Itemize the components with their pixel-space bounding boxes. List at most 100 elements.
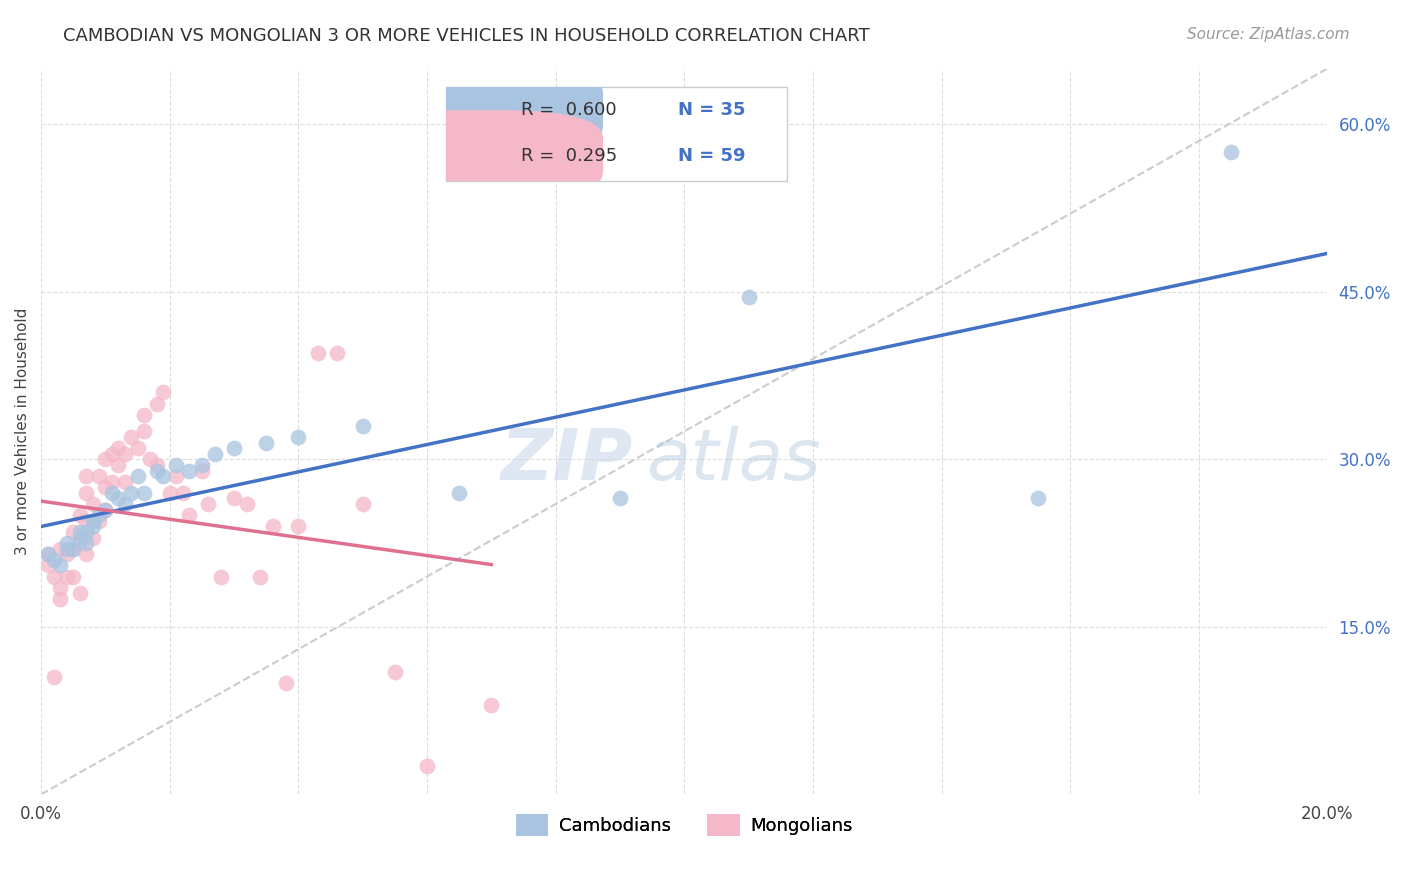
Point bbox=[120, 486, 142, 500]
Point bbox=[172, 486, 194, 500]
Point bbox=[416, 759, 439, 773]
Point bbox=[127, 441, 149, 455]
Point bbox=[69, 508, 91, 523]
Point bbox=[222, 491, 245, 506]
Point bbox=[75, 547, 97, 561]
Point bbox=[87, 508, 110, 523]
Point bbox=[82, 519, 104, 533]
Point bbox=[146, 396, 169, 410]
Point bbox=[94, 502, 117, 516]
Point bbox=[249, 569, 271, 583]
Point bbox=[1219, 145, 1241, 160]
Point bbox=[49, 558, 72, 573]
Point bbox=[62, 569, 84, 583]
Point bbox=[152, 469, 174, 483]
Point bbox=[177, 508, 200, 523]
Y-axis label: 3 or more Vehicles in Household: 3 or more Vehicles in Household bbox=[15, 308, 30, 555]
Point bbox=[132, 486, 155, 500]
Point bbox=[56, 569, 79, 583]
Point bbox=[75, 514, 97, 528]
Point bbox=[42, 670, 65, 684]
Point bbox=[114, 447, 136, 461]
Point bbox=[49, 581, 72, 595]
Text: CAMBODIAN VS MONGOLIAN 3 OR MORE VEHICLES IN HOUSEHOLD CORRELATION CHART: CAMBODIAN VS MONGOLIAN 3 OR MORE VEHICLE… bbox=[63, 27, 870, 45]
Point bbox=[165, 469, 187, 483]
Point bbox=[204, 447, 226, 461]
Point bbox=[152, 385, 174, 400]
Point bbox=[262, 519, 284, 533]
Point bbox=[107, 441, 129, 455]
Point bbox=[37, 558, 59, 573]
Point bbox=[75, 469, 97, 483]
Point bbox=[82, 514, 104, 528]
Point bbox=[132, 425, 155, 439]
Point bbox=[87, 469, 110, 483]
Point bbox=[236, 497, 259, 511]
Point bbox=[82, 497, 104, 511]
Point bbox=[254, 435, 277, 450]
Text: Source: ZipAtlas.com: Source: ZipAtlas.com bbox=[1187, 27, 1350, 42]
Point bbox=[114, 497, 136, 511]
Point bbox=[352, 418, 374, 433]
Point bbox=[101, 447, 124, 461]
Point bbox=[62, 541, 84, 556]
Point bbox=[1026, 491, 1049, 506]
Point bbox=[56, 541, 79, 556]
Point bbox=[326, 346, 349, 360]
Text: atlas: atlas bbox=[645, 426, 820, 495]
Point bbox=[139, 452, 162, 467]
Point bbox=[307, 346, 329, 360]
Point bbox=[165, 458, 187, 472]
Point bbox=[42, 553, 65, 567]
Point bbox=[191, 463, 214, 477]
Point bbox=[42, 569, 65, 583]
Point bbox=[69, 586, 91, 600]
Point bbox=[62, 524, 84, 539]
Point bbox=[101, 486, 124, 500]
Point bbox=[56, 536, 79, 550]
Point bbox=[114, 475, 136, 489]
Point bbox=[132, 408, 155, 422]
Point bbox=[177, 463, 200, 477]
Point bbox=[87, 514, 110, 528]
Legend: Cambodians, Mongolians: Cambodians, Mongolians bbox=[509, 807, 860, 844]
Point bbox=[479, 698, 502, 712]
Point bbox=[127, 469, 149, 483]
Point bbox=[209, 569, 232, 583]
Point bbox=[37, 547, 59, 561]
Point bbox=[94, 480, 117, 494]
Point bbox=[107, 491, 129, 506]
Point bbox=[37, 547, 59, 561]
Point bbox=[191, 458, 214, 472]
Point bbox=[49, 591, 72, 606]
Point bbox=[384, 665, 406, 679]
Point bbox=[94, 502, 117, 516]
Point bbox=[287, 430, 309, 444]
Point bbox=[75, 486, 97, 500]
Point bbox=[82, 531, 104, 545]
Point bbox=[274, 675, 297, 690]
Point bbox=[62, 541, 84, 556]
Point bbox=[69, 531, 91, 545]
Point bbox=[107, 458, 129, 472]
Point bbox=[101, 475, 124, 489]
Point bbox=[222, 441, 245, 455]
Point bbox=[69, 536, 91, 550]
Point bbox=[609, 491, 631, 506]
Point bbox=[146, 458, 169, 472]
Point bbox=[56, 547, 79, 561]
Point bbox=[75, 524, 97, 539]
Point bbox=[49, 541, 72, 556]
Point bbox=[449, 486, 471, 500]
Point bbox=[120, 430, 142, 444]
Point bbox=[75, 536, 97, 550]
Point bbox=[287, 519, 309, 533]
Point bbox=[159, 486, 181, 500]
Point bbox=[197, 497, 219, 511]
Text: ZIP: ZIP bbox=[501, 426, 633, 495]
Point bbox=[94, 452, 117, 467]
Point bbox=[146, 463, 169, 477]
Point bbox=[737, 290, 759, 304]
Point bbox=[69, 524, 91, 539]
Point bbox=[352, 497, 374, 511]
